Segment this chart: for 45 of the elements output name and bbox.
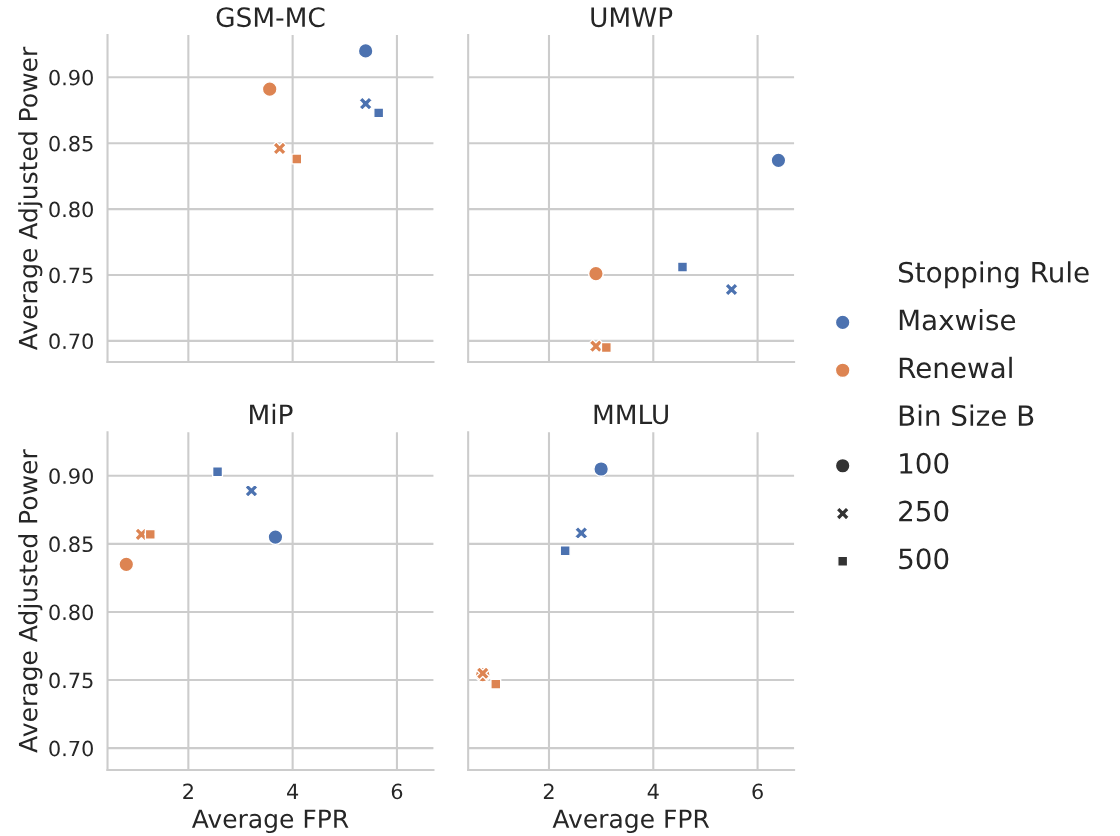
text: 250 <box>899 500 949 522</box>
point <box>587 265 604 282</box>
x-tick-label: 2 <box>543 783 554 799</box>
x-axis-title: Average FPR <box>552 809 710 834</box>
x-tick-label: 2 <box>183 783 193 799</box>
y-tick-label: 0.85 <box>49 536 93 553</box>
y-tick-label: 0.80 <box>49 201 93 218</box>
chart-title: MMLU <box>594 404 668 425</box>
text: Bin Size B <box>899 404 1034 427</box>
x-tick-label: 6 <box>752 783 763 800</box>
point <box>211 466 224 478</box>
x-tick-label: 4 <box>287 783 299 799</box>
point <box>490 678 502 690</box>
y-tick-label: 0.90 <box>49 69 93 86</box>
y-tick-label: 0.75 <box>49 267 93 284</box>
point <box>272 141 287 156</box>
text: Stopping Rule <box>898 261 1089 289</box>
text: Renewal <box>899 356 1012 379</box>
y-axis-title: Average Adjusted Power <box>18 46 43 351</box>
point <box>593 461 610 477</box>
point <box>588 338 604 354</box>
y-axis-title: Average Adjusted Power <box>18 449 43 753</box>
x-axis-title: Average FPR <box>191 809 349 834</box>
y-tick-label: 0.80 <box>49 604 93 621</box>
chart-title: MiP <box>250 403 293 424</box>
x-tick-label: 4 <box>647 783 659 799</box>
chart-title: UMWP <box>591 7 673 28</box>
point <box>770 152 787 169</box>
text: 100 <box>900 452 949 474</box>
chart-title: GSM-MC <box>216 7 325 28</box>
point <box>357 42 374 59</box>
y-tick-label: 0.75 <box>49 672 93 689</box>
point <box>144 528 156 540</box>
text: Maxwise <box>899 309 1016 331</box>
point <box>267 529 284 546</box>
y-tick-label: 0.70 <box>49 740 93 757</box>
y-tick-label: 0.85 <box>49 135 93 152</box>
point <box>358 96 373 111</box>
y-tick-label: 0.90 <box>49 468 93 484</box>
y-tick-label: 0.70 <box>49 333 93 350</box>
point <box>118 556 135 573</box>
point <box>261 81 278 98</box>
x-tick-label: 6 <box>391 783 403 800</box>
point <box>724 282 739 297</box>
text: 500 <box>899 548 949 570</box>
